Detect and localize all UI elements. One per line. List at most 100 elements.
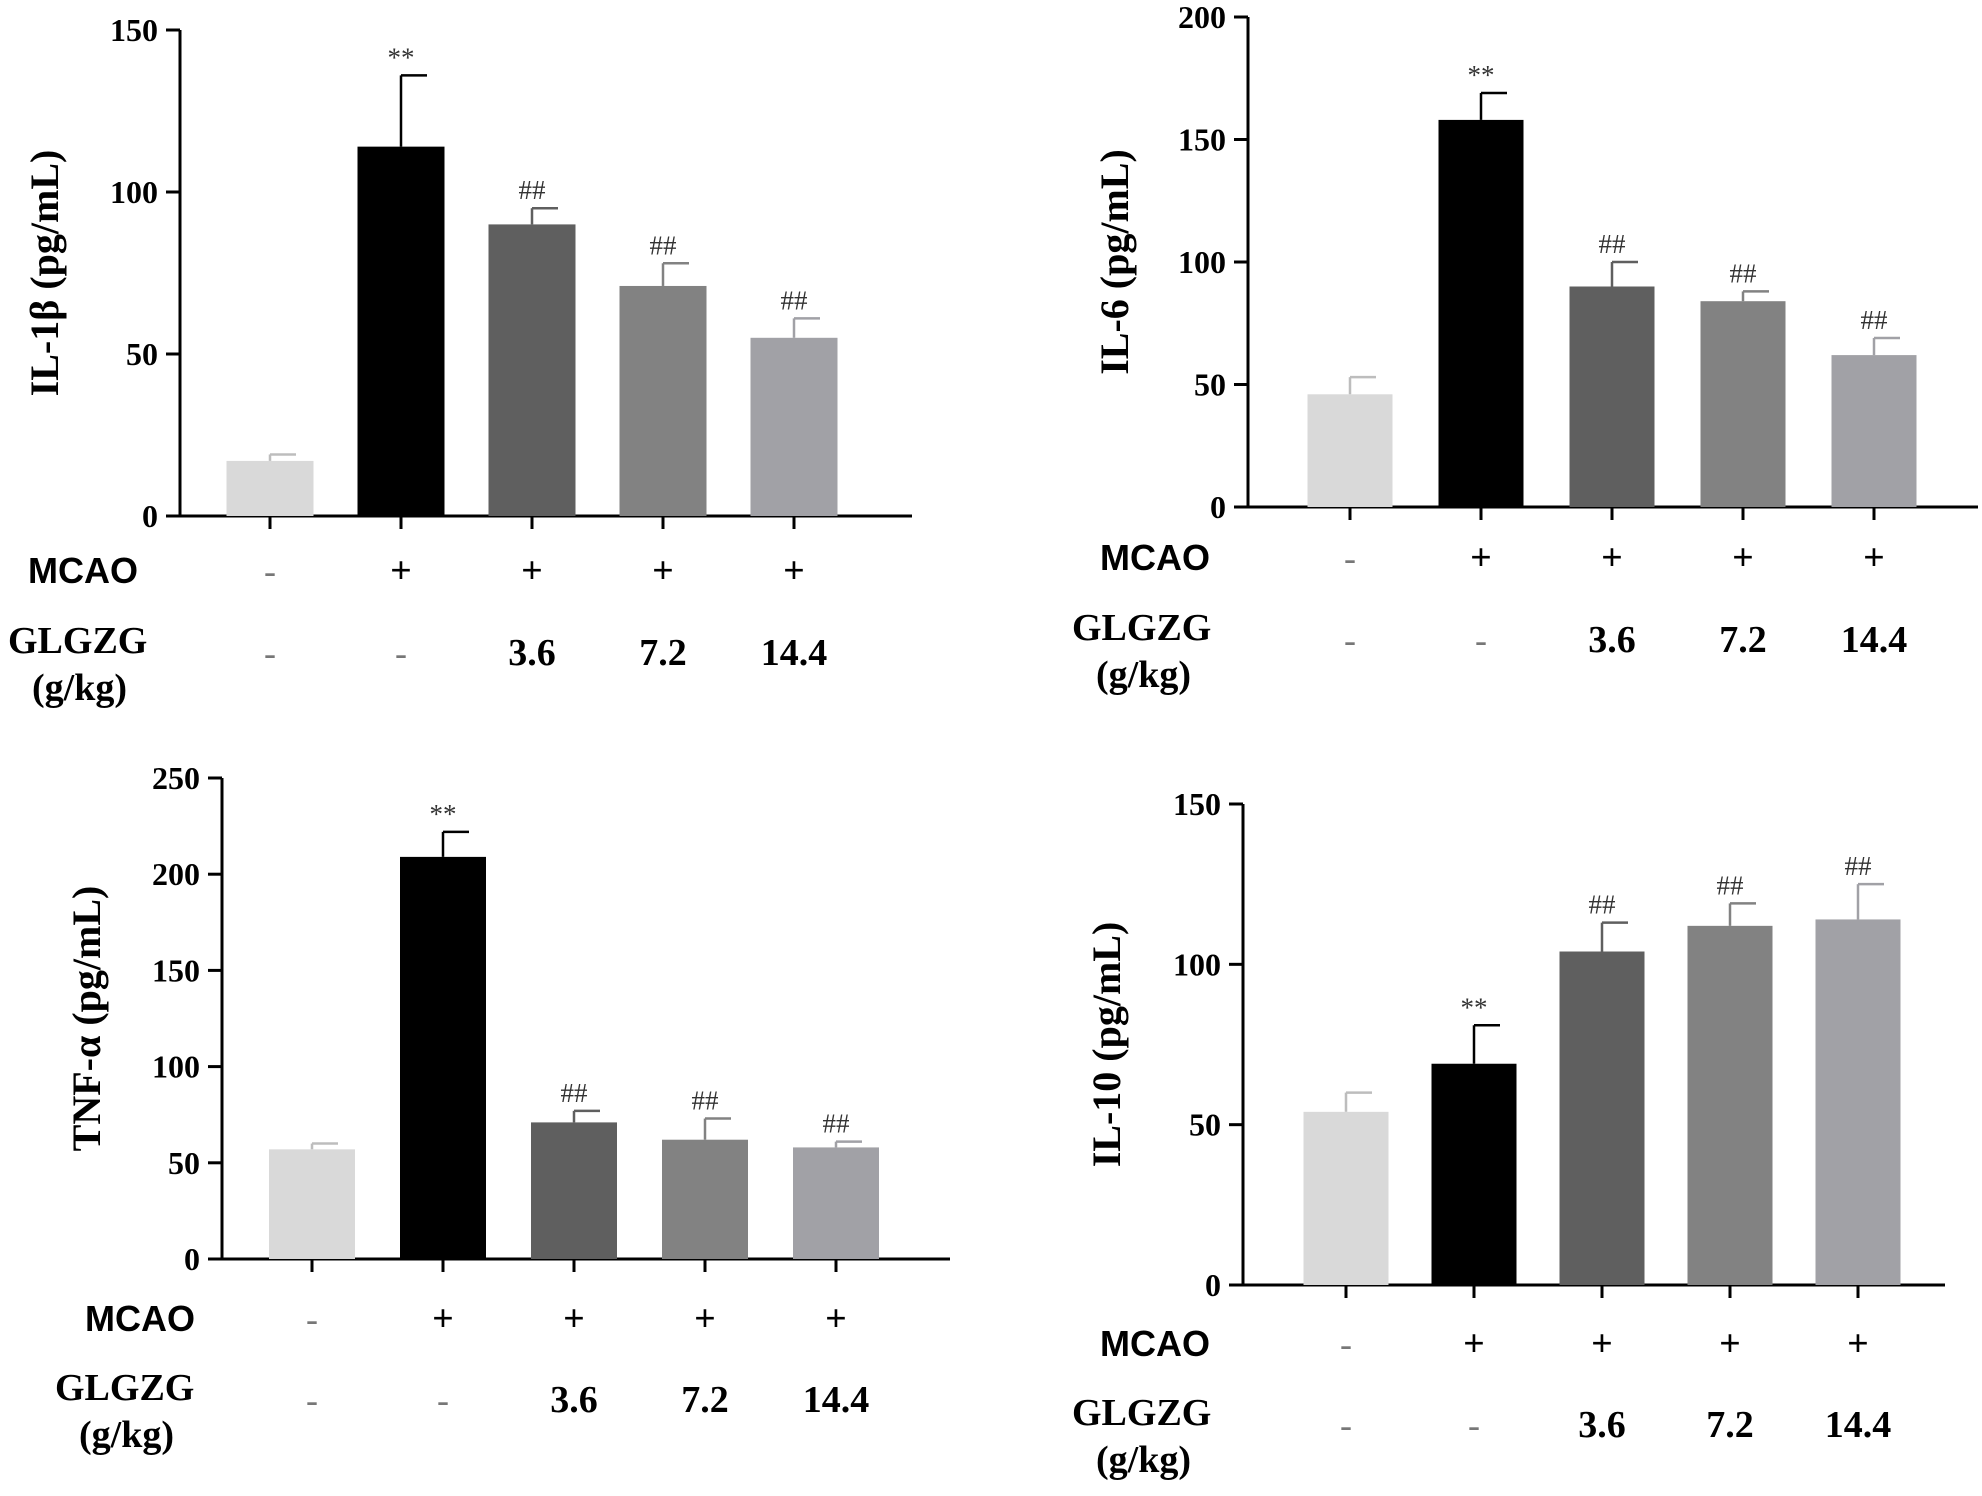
- y-tick-label: 100: [1178, 244, 1226, 280]
- y-tick-label: 0: [1210, 489, 1226, 525]
- chart-3: 0 50 100 150 200 250 TNF-α (pg/mL) ** ## ## ## MCAO…: [55, 760, 950, 1456]
- bar: [400, 856, 486, 1259]
- row-label-glzg-unit: (g/kg): [79, 1414, 174, 1456]
- glzg-dose-value: 3.6: [1578, 1404, 1626, 1446]
- significance-mark: **: [1461, 992, 1488, 1022]
- mcao-value: +: [1732, 537, 1754, 579]
- y-tick-label: 100: [1173, 946, 1221, 982]
- mcao-value: +: [1719, 1323, 1741, 1365]
- significance-mark: **: [1468, 60, 1495, 90]
- significance-mark: **: [430, 799, 457, 829]
- mcao-value: +: [1470, 537, 1492, 579]
- mcao-value: +: [825, 1298, 847, 1340]
- glzg-dose-value: 7.2: [1719, 619, 1767, 661]
- y-tick-label: 50: [126, 336, 158, 372]
- y-tick-label: 0: [184, 1241, 200, 1277]
- y-tick-label: 0: [142, 498, 158, 534]
- significance-mark: ##: [1730, 258, 1758, 288]
- mcao-value: +: [1863, 537, 1885, 579]
- y-tick-label: 150: [1173, 786, 1221, 822]
- mcao-value: +: [1591, 1323, 1613, 1365]
- row-label-glzg-unit: (g/kg): [32, 667, 127, 709]
- significance-mark: ##: [1845, 851, 1873, 881]
- mcao-value: +: [1847, 1323, 1869, 1365]
- y-tick-label: 0: [1205, 1267, 1221, 1303]
- mcao-value: +: [432, 1298, 454, 1340]
- glzg-dose-value: -: [1344, 620, 1356, 660]
- row-label-glzg-unit: (g/kg): [1096, 654, 1191, 696]
- glzg-dose-value: -: [395, 633, 407, 673]
- mcao-value: +: [521, 550, 543, 592]
- bar: [488, 224, 576, 516]
- y-tick-label: 150: [110, 12, 158, 48]
- bar: [1303, 1111, 1389, 1285]
- y-axis-title: TNF-α (pg/mL): [64, 886, 109, 1152]
- row-label-mcao: MCAO: [1100, 1323, 1210, 1364]
- bar: [1307, 394, 1393, 507]
- row-label-glzg-unit: (g/kg): [1096, 1439, 1191, 1481]
- y-axis-title: IL-6 (pg/mL): [1092, 149, 1137, 375]
- bar: [793, 1147, 879, 1259]
- y-tick-label: 50: [1189, 1107, 1221, 1143]
- y-axis-title: IL-10 (pg/mL): [1084, 922, 1129, 1168]
- significance-mark: ##: [650, 230, 678, 260]
- significance-mark: **: [388, 42, 415, 72]
- significance-mark: ##: [1717, 870, 1745, 900]
- significance-mark: ##: [823, 1109, 851, 1139]
- y-tick-label: 200: [1178, 0, 1226, 35]
- row-label-glzg: GLGZG: [1072, 607, 1211, 649]
- bar: [357, 146, 445, 516]
- glzg-dose-value: 7.2: [639, 632, 687, 674]
- mcao-value: -: [264, 551, 276, 591]
- bar: [531, 1122, 617, 1259]
- row-label-glzg: GLGZG: [8, 620, 147, 662]
- row-label-mcao: MCAO: [28, 550, 138, 591]
- glzg-dose-value: 14.4: [1841, 619, 1908, 661]
- mcao-value: +: [1601, 537, 1623, 579]
- glzg-dose-value: 3.6: [550, 1379, 598, 1421]
- mcao-value: -: [306, 1299, 318, 1339]
- glzg-dose-value: 14.4: [803, 1379, 870, 1421]
- glzg-dose-value: -: [306, 1380, 318, 1420]
- bar: [1431, 1063, 1517, 1285]
- mcao-value: +: [390, 550, 412, 592]
- glzg-dose-value: -: [1475, 620, 1487, 660]
- bar: [1831, 355, 1917, 507]
- y-tick-label: 150: [1178, 122, 1226, 158]
- chart-2: 0 50 100 150 200 IL-6 (pg/mL) ** ## ## ## MCAO GLGZ…: [1072, 0, 1978, 696]
- bar: [1559, 951, 1645, 1285]
- significance-mark: ##: [1589, 890, 1617, 920]
- row-label-mcao: MCAO: [1100, 537, 1210, 578]
- y-tick-label: 50: [168, 1145, 200, 1181]
- mcao-value: +: [783, 550, 805, 592]
- glzg-dose-value: -: [264, 633, 276, 673]
- chart-4: 0 50 100 150 IL-10 (pg/mL) ** ## ## ## MCAO GLGZG (…: [1072, 786, 1945, 1481]
- bar: [1687, 925, 1773, 1285]
- y-axis-title: IL-1β (pg/mL): [22, 150, 67, 397]
- glzg-dose-value: 7.2: [1706, 1404, 1754, 1446]
- significance-mark: ##: [1861, 305, 1889, 335]
- significance-mark: ##: [1599, 229, 1627, 259]
- bar: [1438, 119, 1524, 508]
- y-tick-label: 100: [152, 1049, 200, 1085]
- row-label-glzg: GLGZG: [1072, 1392, 1211, 1434]
- significance-mark: ##: [519, 175, 547, 205]
- mcao-value: +: [563, 1298, 585, 1340]
- significance-mark: ##: [692, 1086, 720, 1116]
- significance-mark: ##: [561, 1078, 589, 1108]
- bar: [1569, 286, 1655, 507]
- y-tick-label: 50: [1194, 367, 1226, 403]
- glzg-dose-value: 3.6: [508, 632, 556, 674]
- glzg-dose-value: 14.4: [1825, 1404, 1892, 1446]
- bar: [226, 460, 314, 516]
- row-label-glzg: GLGZG: [55, 1367, 194, 1409]
- mcao-value: +: [1463, 1323, 1485, 1365]
- glzg-dose-value: -: [1340, 1405, 1352, 1445]
- y-tick-label: 150: [152, 952, 200, 988]
- mcao-value: -: [1340, 1324, 1352, 1364]
- bar: [1700, 301, 1786, 507]
- bar: [662, 1139, 748, 1259]
- glzg-dose-value: -: [1468, 1405, 1480, 1445]
- significance-mark: ##: [781, 285, 809, 315]
